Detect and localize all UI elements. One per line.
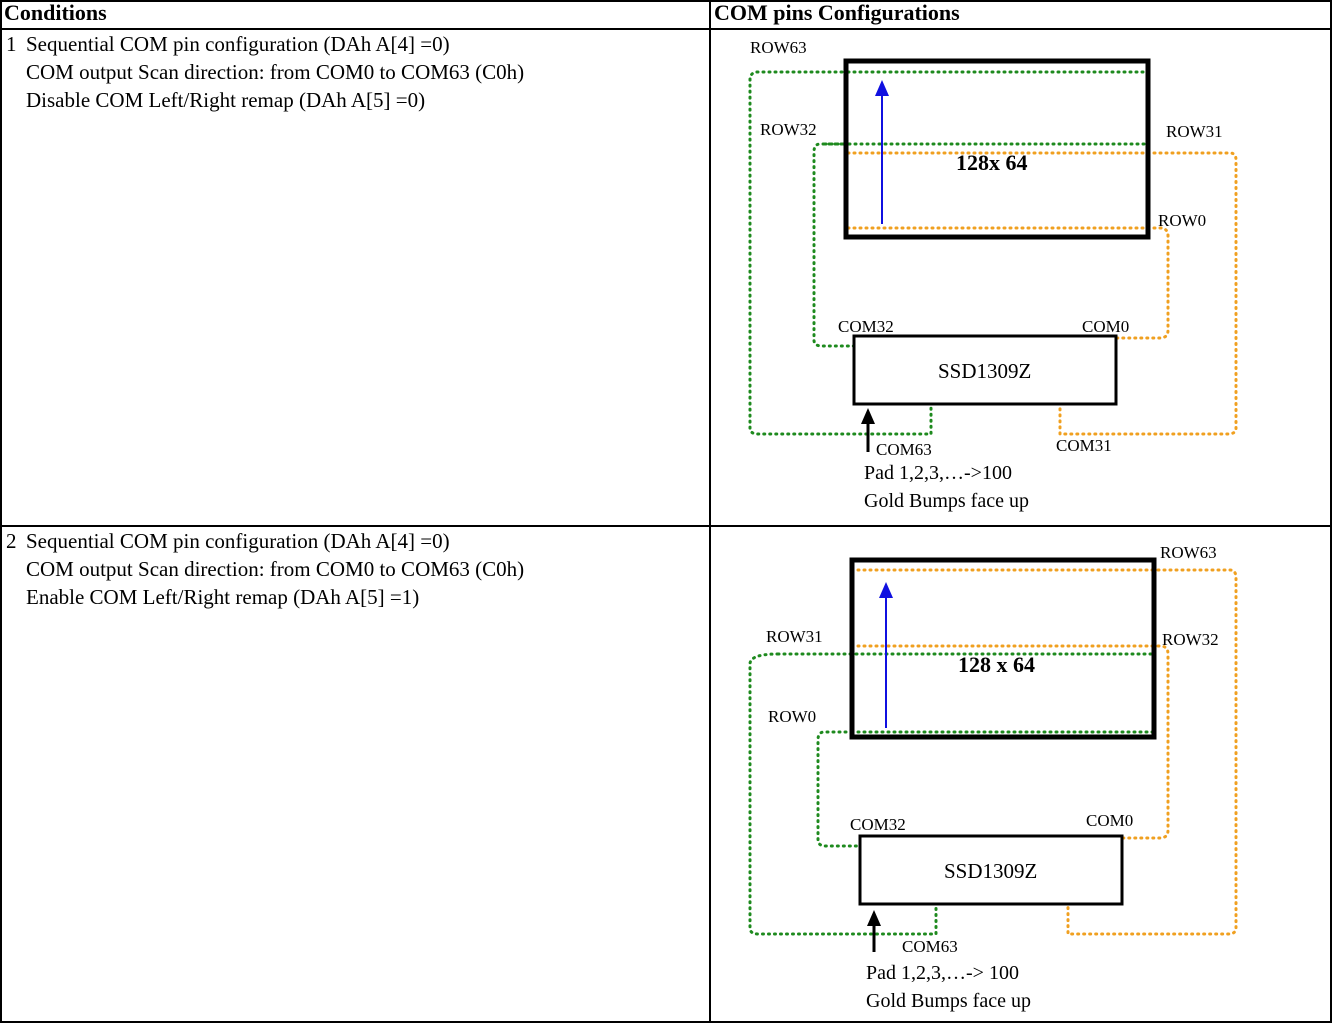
row-number: 1: [6, 32, 17, 56]
pad-arrow-head: [867, 910, 881, 926]
condition-line: Disable COM Left/Right remap (DAh A[5] =…: [26, 88, 426, 112]
condition-line: Sequential COM pin configuration (DAh A[…: [26, 32, 450, 56]
display-panel: [843, 58, 1151, 240]
header-conditions: Conditions: [4, 0, 107, 25]
com-pin-diagram-1: 128x 64 SSD1309Z ROW63 ROW32 ROW31 ROW0 …: [748, 38, 1238, 512]
row-number: 2: [6, 529, 17, 553]
condition-row-1: 1 Sequential COM pin configuration (DAh …: [6, 30, 524, 114]
bump-text: Gold Bumps face up: [866, 990, 1031, 1012]
orange-scan-line-row0: [846, 226, 1170, 340]
row-label-row32: ROW32: [760, 120, 817, 139]
orange-scan-line-row31: [846, 151, 1238, 436]
pad-text: Pad 1,2,3,…->100: [864, 462, 1012, 484]
green-route-outer: [748, 652, 938, 936]
green-route-inner: [812, 142, 856, 348]
condition-line: COM output Scan direction: from COM0 to …: [26, 557, 525, 581]
row-label-row32: ROW32: [1162, 630, 1219, 649]
scan-arrow-head: [875, 80, 889, 96]
pad-text: Pad 1,2,3,…-> 100: [866, 962, 1019, 984]
green-route-outer: [748, 70, 933, 436]
com-label-com32: COM32: [850, 815, 906, 834]
chip-box: [852, 334, 1118, 406]
com-pin-diagram-2: 128 x 64 SSD1309Z ROW63 ROW31 ROW32 ROW0…: [748, 543, 1238, 1012]
com-label-com0: COM0: [1086, 811, 1133, 830]
green-route-inner: [816, 730, 862, 848]
header-com-pins: COM pins Configurations: [714, 0, 960, 25]
row-label-row0: ROW0: [1158, 211, 1206, 230]
display-panel: [849, 557, 1157, 740]
row-label-row31: ROW31: [1166, 122, 1223, 141]
condition-row-2: 2 Sequential COM pin configuration (DAh …: [6, 527, 524, 611]
condition-line: Sequential COM pin configuration (DAh A[…: [26, 529, 450, 553]
orange-scan-line-row63: [850, 568, 1238, 936]
chip-label: SSD1309Z: [944, 859, 1037, 883]
panel-label: 128 x 64: [958, 652, 1035, 677]
panel-label: 128x 64: [956, 150, 1028, 175]
row-label-row63: ROW63: [1160, 543, 1217, 562]
com-label-com32: COM32: [838, 317, 894, 336]
com-label-com63: COM63: [876, 440, 932, 459]
com-label-com63: COM63: [902, 937, 958, 956]
chip-label: SSD1309Z: [938, 359, 1031, 383]
scan-arrow-head: [879, 582, 893, 598]
com-label-com31: COM31: [1056, 436, 1112, 455]
row-label-row0: ROW0: [768, 707, 816, 726]
condition-line: Enable COM Left/Right remap (DAh A[5] =1…: [26, 585, 420, 609]
com-label-com0: COM0: [1082, 317, 1129, 336]
pad-arrow-head: [861, 408, 875, 424]
orange-scan-line-row32: [850, 644, 1170, 840]
chip-box: [858, 834, 1124, 906]
condition-line: COM output Scan direction: from COM0 to …: [26, 60, 525, 84]
row-label-row31: ROW31: [766, 627, 823, 646]
row-label-row63: ROW63: [750, 38, 807, 57]
bump-text: Gold Bumps face up: [864, 490, 1029, 512]
